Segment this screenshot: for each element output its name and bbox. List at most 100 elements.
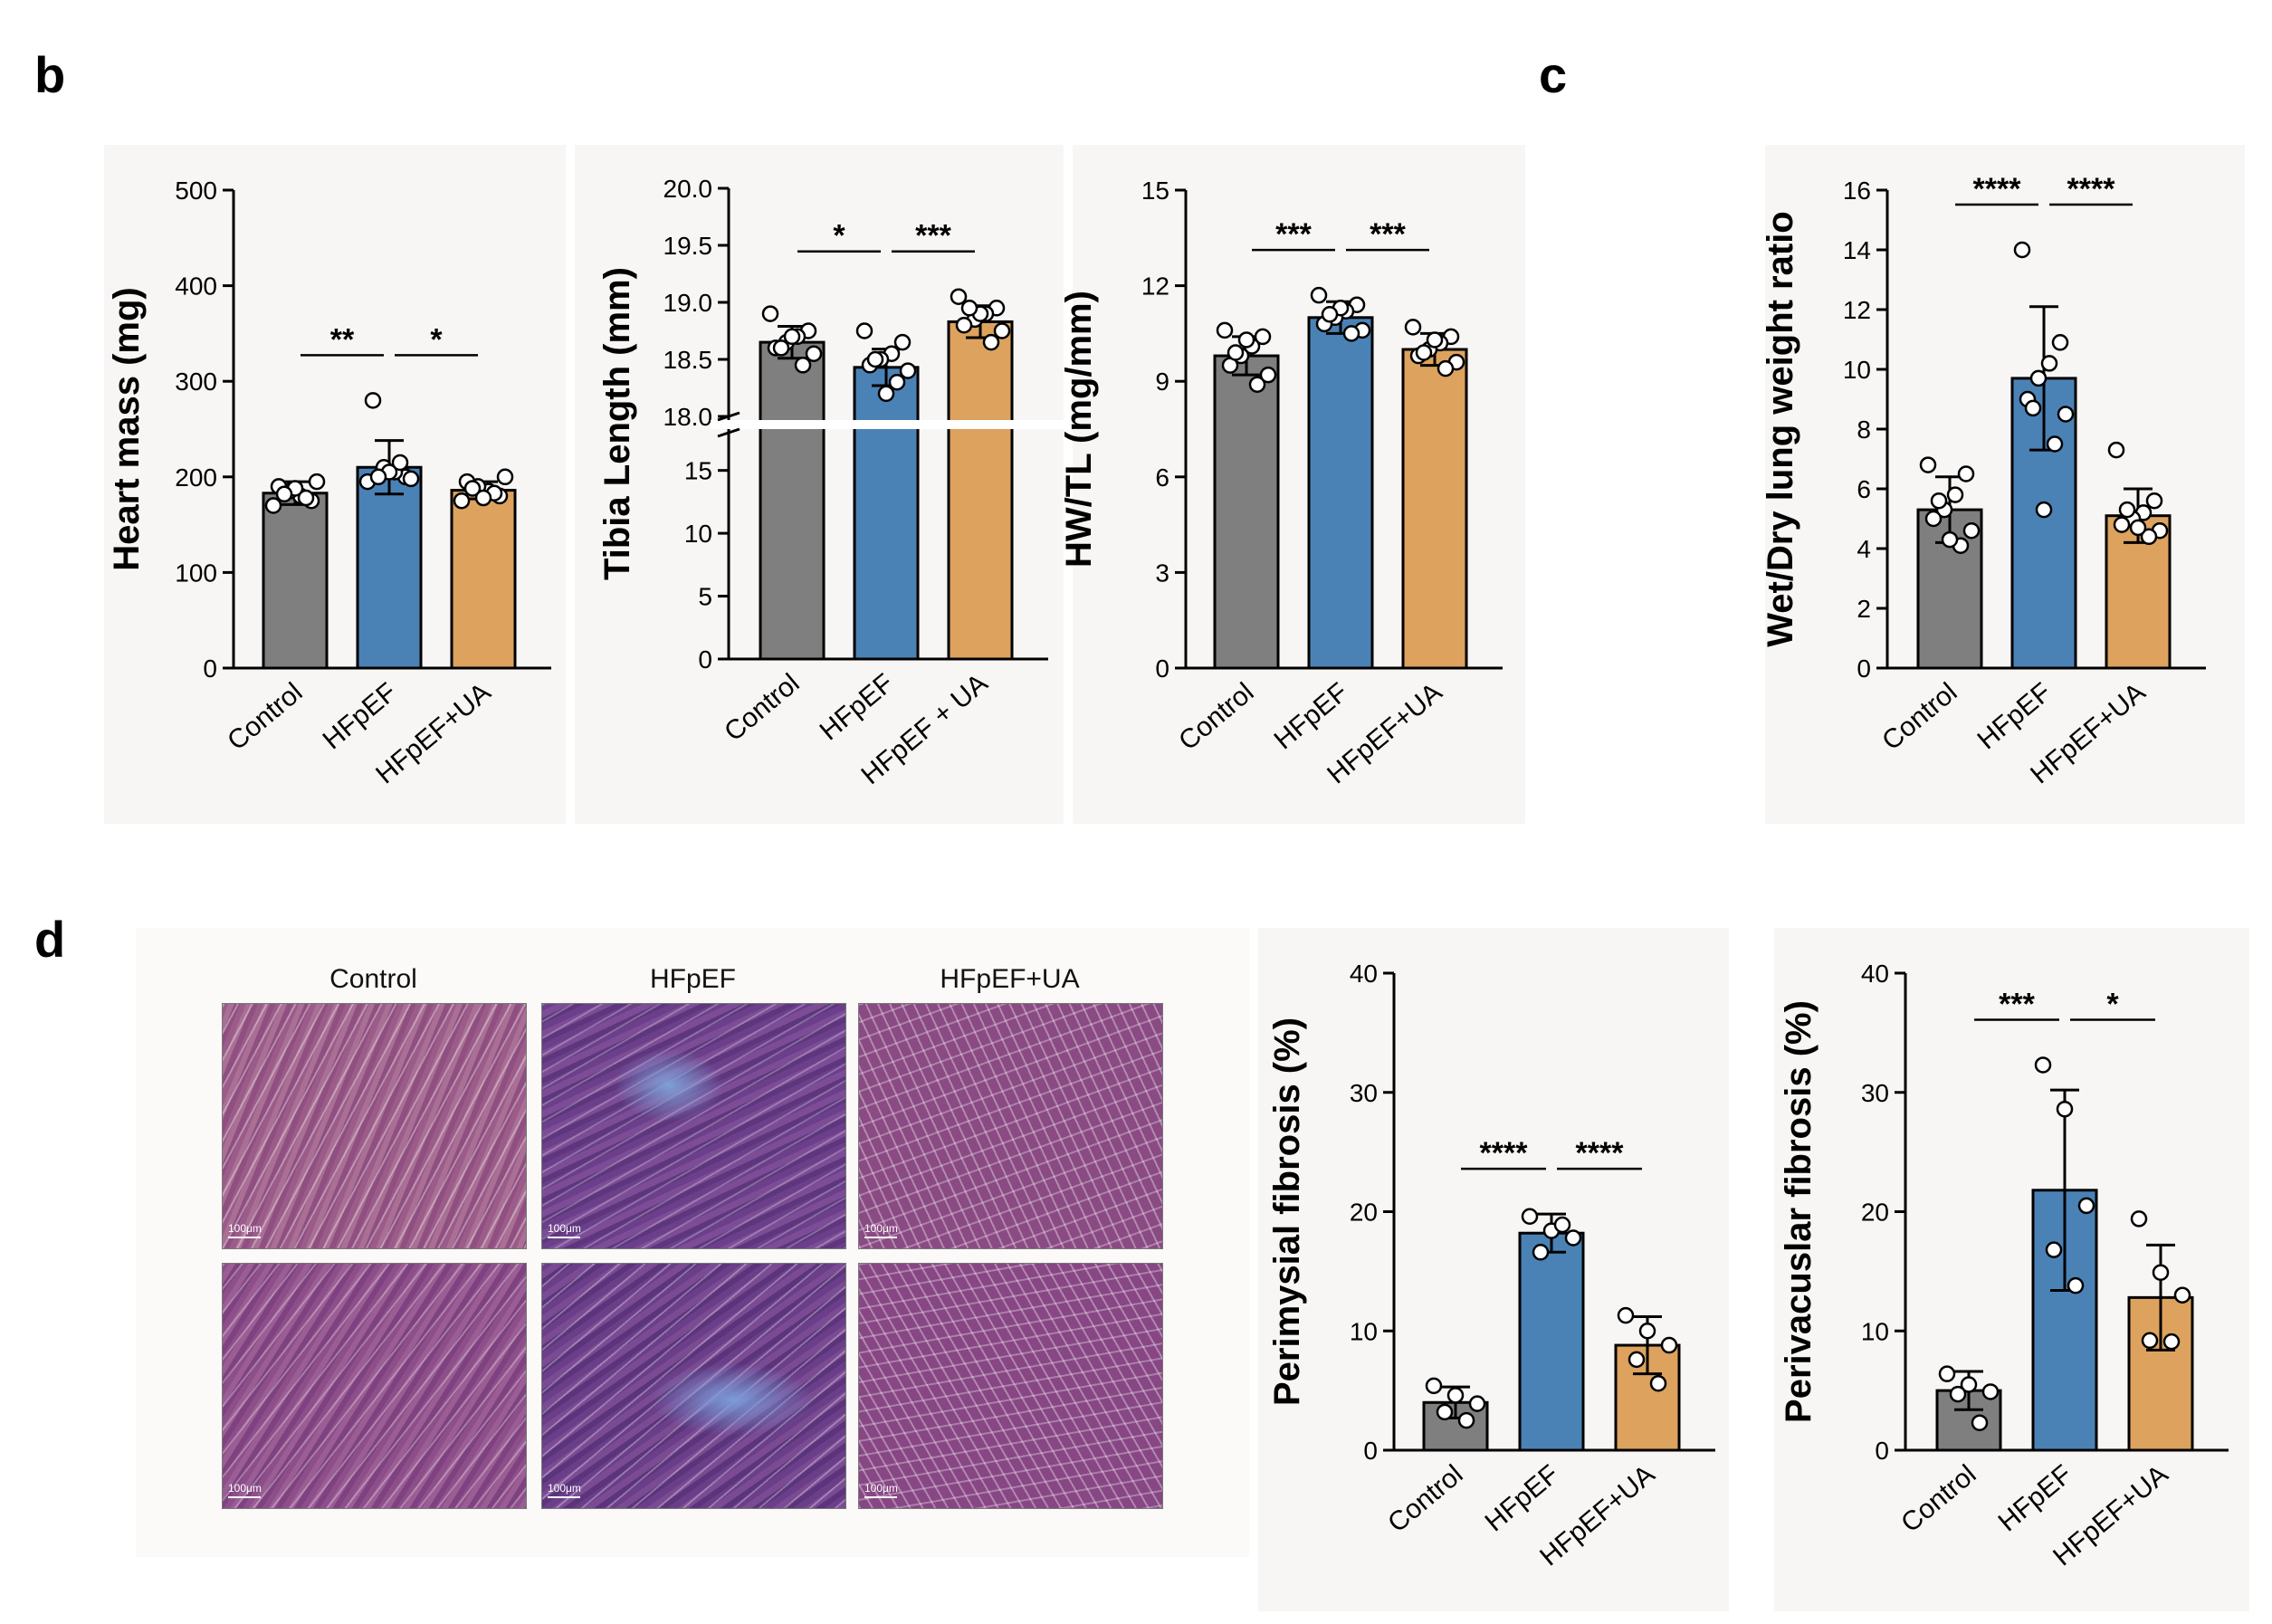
y-axis-label: HW/TL (mg/mm): [1059, 291, 1099, 568]
y-tick-label: 3: [1155, 559, 1169, 587]
data-point: [2107, 441, 2125, 459]
data-point: [2051, 334, 2069, 351]
x-tick-label: HFpEF: [815, 668, 900, 746]
data-point: [2024, 399, 2042, 417]
data-point: [1957, 465, 1975, 482]
histology-image-ua-2: [858, 1263, 1163, 1509]
data-point: [993, 322, 1011, 339]
scale-bar-label: 100μm: [864, 1482, 898, 1495]
data-point: [950, 288, 968, 305]
data-point: [1426, 331, 1444, 349]
data-point: [1254, 328, 1272, 346]
y-axis-label: Heart mass (mg): [107, 287, 147, 570]
data-point: [2140, 528, 2158, 546]
y-tick-label: 0: [1857, 654, 1871, 683]
scale-bar: [864, 1496, 897, 1498]
scale-bar: [548, 1496, 580, 1498]
data-point: [2152, 1264, 2170, 1281]
data-point: [1532, 1244, 1550, 1261]
data-point: [1415, 344, 1433, 361]
significance-label: *: [430, 322, 443, 357]
data-point: [2067, 1276, 2085, 1294]
x-tick-label: HFpEF: [1480, 1459, 1565, 1537]
data-point: [391, 454, 409, 472]
data-point: [1949, 1385, 1967, 1403]
x-tick-label: Control: [1895, 1459, 1981, 1538]
y-tick-label: 2: [1857, 595, 1871, 623]
y-tick-label: 6: [1155, 463, 1169, 492]
x-tick-label: HFpEF: [1972, 677, 2057, 755]
data-point: [772, 339, 790, 357]
data-point: [2113, 516, 2131, 533]
data-point: [1425, 1377, 1443, 1395]
y-tick-label: 19.0: [663, 289, 713, 317]
x-tick-label: HFpEF: [318, 677, 403, 755]
y-tick-label: 10: [1350, 1317, 1378, 1345]
data-point: [1553, 1216, 1571, 1234]
data-point: [2118, 501, 2136, 519]
bar-1: [356, 465, 423, 670]
data-point: [2029, 369, 2048, 387]
data-point: [2040, 355, 2058, 372]
significance-label: ****: [1576, 1136, 1625, 1170]
data-point: [1930, 492, 1948, 510]
bar-0: [262, 492, 329, 670]
y-tick-label: 4: [1857, 535, 1871, 563]
bar-0: [759, 340, 826, 661]
data-point: [2056, 1100, 2074, 1118]
data-point: [2173, 1286, 2191, 1304]
data-point: [2034, 1056, 2052, 1074]
y-axis-label: Wet/Dry lung weight ratio: [1761, 211, 1800, 647]
histology-image-hfpef-1: [541, 1003, 846, 1249]
scale-bar-label: 100μm: [548, 1222, 581, 1235]
y-tick-label: 0: [698, 645, 712, 673]
data-point: [1941, 530, 1959, 549]
significance-label: ***: [1275, 217, 1312, 252]
data-point: [1960, 1376, 1978, 1393]
scale-bar-label: 100μm: [548, 1482, 581, 1495]
data-point: [855, 322, 873, 339]
data-point: [1962, 521, 1981, 540]
data-point: [1981, 1383, 2000, 1400]
scale-bar: [548, 1237, 580, 1238]
data-point: [1248, 376, 1266, 393]
data-point: [1404, 319, 1422, 336]
data-point: [1436, 1403, 1454, 1421]
y-tick-label: 40: [1350, 960, 1378, 988]
panel-background: [1258, 928, 1729, 1611]
x-tick-label: Control: [1876, 677, 1962, 756]
panel-label-d: d: [34, 911, 66, 968]
panel-background: [1765, 145, 2245, 824]
data-point: [1227, 344, 1245, 361]
y-tick-label: 10: [1843, 356, 1871, 384]
x-tick-label: Control: [222, 677, 308, 756]
data-point: [960, 300, 978, 317]
data-point: [2145, 492, 2163, 510]
y-tick-label: 200: [175, 463, 217, 492]
data-point: [899, 362, 917, 379]
axis-break-gap: [711, 420, 1066, 429]
y-tick-label: 6: [1857, 475, 1871, 503]
data-point: [888, 373, 906, 391]
bar-1: [1307, 316, 1374, 670]
y-tick-label: 10: [1861, 1317, 1889, 1345]
data-point: [866, 350, 884, 368]
significance-label: ****: [1480, 1136, 1529, 1170]
significance-label: *: [2106, 987, 2119, 1021]
data-point: [1924, 510, 1943, 528]
y-tick-label: 400: [175, 272, 217, 301]
histology-column-label: HFpEF: [649, 964, 736, 994]
data-point: [308, 473, 326, 491]
data-point: [275, 485, 293, 503]
x-tick-label: Control: [1173, 677, 1259, 756]
panel-background: [1774, 928, 2249, 1611]
data-point: [1946, 486, 1964, 503]
data-point: [496, 468, 514, 486]
significance-label: ***: [1370, 217, 1406, 252]
y-tick-label: 20: [1861, 1199, 1889, 1227]
data-point: [794, 357, 812, 374]
data-point: [1660, 1336, 1678, 1354]
data-point: [1649, 1374, 1667, 1392]
data-point: [1564, 1229, 1582, 1247]
